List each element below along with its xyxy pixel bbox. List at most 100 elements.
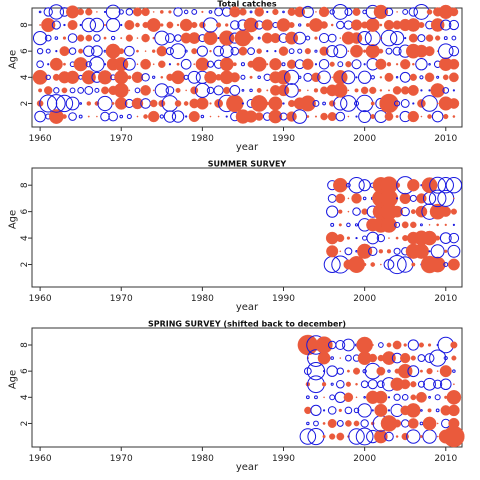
negative-residual-bubble — [131, 97, 144, 110]
negative-residual-bubble — [425, 34, 434, 42]
positive-residual-bubble — [53, 87, 60, 94]
positive-residual-bubble — [393, 393, 401, 401]
positive-residual-bubble — [417, 34, 426, 43]
negative-residual-bubble — [365, 18, 380, 32]
negative-residual-bubble — [440, 206, 452, 217]
y-tick-label: 8 — [20, 182, 30, 188]
negative-residual-bubble — [152, 63, 155, 66]
positive-residual-bubble — [154, 83, 169, 98]
negative-residual-bubble — [444, 249, 448, 253]
negative-residual-bubble — [188, 32, 201, 44]
negative-residual-bubble — [132, 7, 142, 17]
x-axis-label: year — [236, 142, 259, 153]
negative-residual-bubble — [251, 56, 267, 72]
negative-residual-bubble — [395, 435, 399, 438]
positive-residual-bubble — [47, 94, 66, 113]
negative-residual-bubble — [347, 115, 350, 118]
negative-residual-bubble — [185, 89, 187, 92]
negative-residual-bubble — [38, 88, 43, 93]
negative-residual-bubble — [160, 23, 164, 27]
positive-residual-bubble — [118, 9, 124, 15]
positive-residual-bubble — [63, 23, 66, 27]
negative-residual-bubble — [302, 58, 314, 70]
positive-residual-bubble — [217, 36, 220, 40]
positive-residual-bubble — [355, 427, 374, 446]
negative-residual-bubble — [59, 46, 70, 57]
positive-residual-bubble — [330, 222, 335, 227]
negative-residual-bubble — [424, 72, 435, 83]
negative-residual-bubble — [452, 115, 456, 118]
positive-residual-bubble — [335, 111, 346, 122]
negative-residual-bubble — [327, 112, 337, 122]
positive-residual-bubble — [435, 408, 440, 413]
negative-residual-bubble — [336, 432, 345, 441]
positive-residual-bubble — [298, 75, 302, 80]
positive-residual-bubble — [335, 340, 346, 350]
positive-residual-bubble — [378, 342, 384, 348]
positive-residual-bubble — [213, 45, 224, 57]
positive-residual-bubble — [305, 35, 311, 41]
negative-residual-bubble — [136, 115, 139, 118]
positive-residual-bubble — [36, 47, 44, 55]
positive-residual-bubble — [371, 409, 374, 412]
positive-residual-bubble — [230, 46, 240, 56]
x-tick-label: 1990 — [272, 294, 295, 304]
positive-residual-bubble — [106, 17, 121, 33]
positive-residual-bubble — [51, 20, 61, 30]
negative-residual-bubble — [294, 6, 306, 18]
positive-residual-bubble — [249, 10, 253, 14]
negative-residual-bubble — [338, 223, 342, 227]
negative-residual-bubble — [392, 340, 402, 350]
negative-residual-bubble — [217, 115, 220, 118]
positive-residual-bubble — [134, 87, 141, 94]
y-tick-label: 8 — [20, 22, 30, 28]
negative-residual-bubble — [101, 86, 109, 95]
positive-residual-bubble — [124, 45, 135, 57]
negative-residual-bubble — [346, 236, 351, 240]
negative-residual-bubble — [412, 62, 415, 66]
positive-residual-bubble — [431, 110, 444, 123]
positive-residual-bubble — [303, 72, 313, 82]
negative-residual-bubble — [320, 112, 328, 121]
negative-residual-bubble — [418, 22, 425, 28]
positive-residual-bubble — [105, 4, 121, 20]
positive-residual-bubble — [368, 246, 378, 257]
negative-residual-bubble — [395, 115, 399, 118]
positive-residual-bubble — [249, 88, 253, 93]
negative-residual-bubble — [62, 114, 67, 119]
negative-residual-bubble — [266, 63, 269, 66]
negative-residual-bubble — [179, 18, 193, 32]
negative-residual-bubble — [105, 43, 121, 59]
negative-residual-bubble — [360, 86, 369, 95]
x-tick-label: 2010 — [434, 454, 457, 464]
negative-residual-bubble — [143, 114, 148, 119]
positive-residual-bubble — [229, 85, 241, 96]
positive-residual-bubble — [47, 63, 50, 66]
negative-residual-bubble — [152, 89, 155, 92]
positive-residual-bubble — [355, 76, 358, 79]
positive-residual-bubble — [152, 75, 156, 79]
positive-residual-bubble — [344, 406, 353, 415]
negative-residual-bubble — [113, 82, 129, 98]
positive-residual-bubble — [180, 58, 192, 70]
positive-residual-bubble — [100, 111, 110, 122]
negative-residual-bubble — [347, 89, 350, 92]
positive-residual-bubble — [392, 46, 402, 56]
positive-residual-bubble — [419, 421, 424, 426]
negative-residual-bubble — [268, 96, 283, 111]
positive-residual-bubble — [451, 35, 457, 41]
positive-residual-bubble — [429, 176, 447, 194]
negative-residual-bubble — [203, 31, 218, 46]
positive-residual-bubble — [67, 33, 78, 43]
negative-residual-bubble — [250, 95, 268, 112]
positive-residual-bubble — [266, 50, 269, 53]
negative-residual-bubble — [168, 10, 172, 14]
y-tick-label: 6 — [20, 368, 30, 374]
negative-residual-bubble — [345, 420, 352, 427]
positive-residual-bubble — [241, 102, 245, 105]
negative-residual-bubble — [427, 343, 432, 347]
positive-residual-bubble — [363, 63, 366, 66]
x-tick-label: 1970 — [110, 134, 133, 144]
negative-residual-bubble — [373, 4, 389, 20]
positive-residual-bubble — [213, 85, 224, 96]
